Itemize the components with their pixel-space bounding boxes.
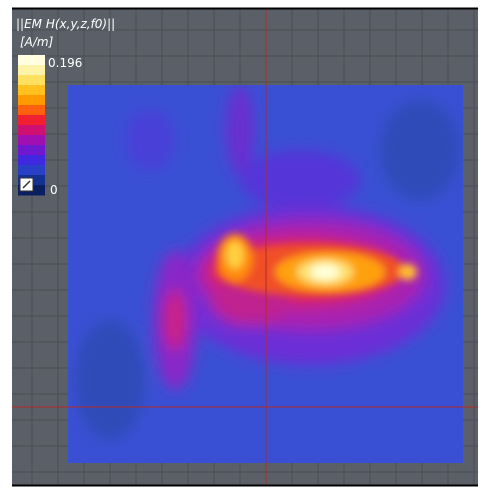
colorbar-band (18, 145, 45, 156)
colorbar-band (18, 75, 45, 86)
colorbar-band (18, 95, 45, 106)
colorbar-band (18, 135, 45, 146)
colorbar-max-label: 0.196 (48, 56, 82, 70)
reset-scale-icon (22, 180, 31, 189)
colorbar (18, 55, 45, 196)
colorbar-band (18, 85, 45, 96)
colorbar-band (18, 155, 45, 166)
colorbar-min-label: 0 (50, 183, 58, 197)
plot-title: ||EM H(x,y,z,f0)|| (16, 17, 115, 31)
colorbar-band (18, 65, 45, 76)
colorbar-band (18, 55, 45, 66)
colorbar-band (18, 115, 45, 126)
unit-label: [A/m] (20, 35, 54, 49)
colorbar-band (18, 165, 45, 176)
colorbar-band (18, 125, 45, 136)
colorbar-band (18, 105, 45, 116)
